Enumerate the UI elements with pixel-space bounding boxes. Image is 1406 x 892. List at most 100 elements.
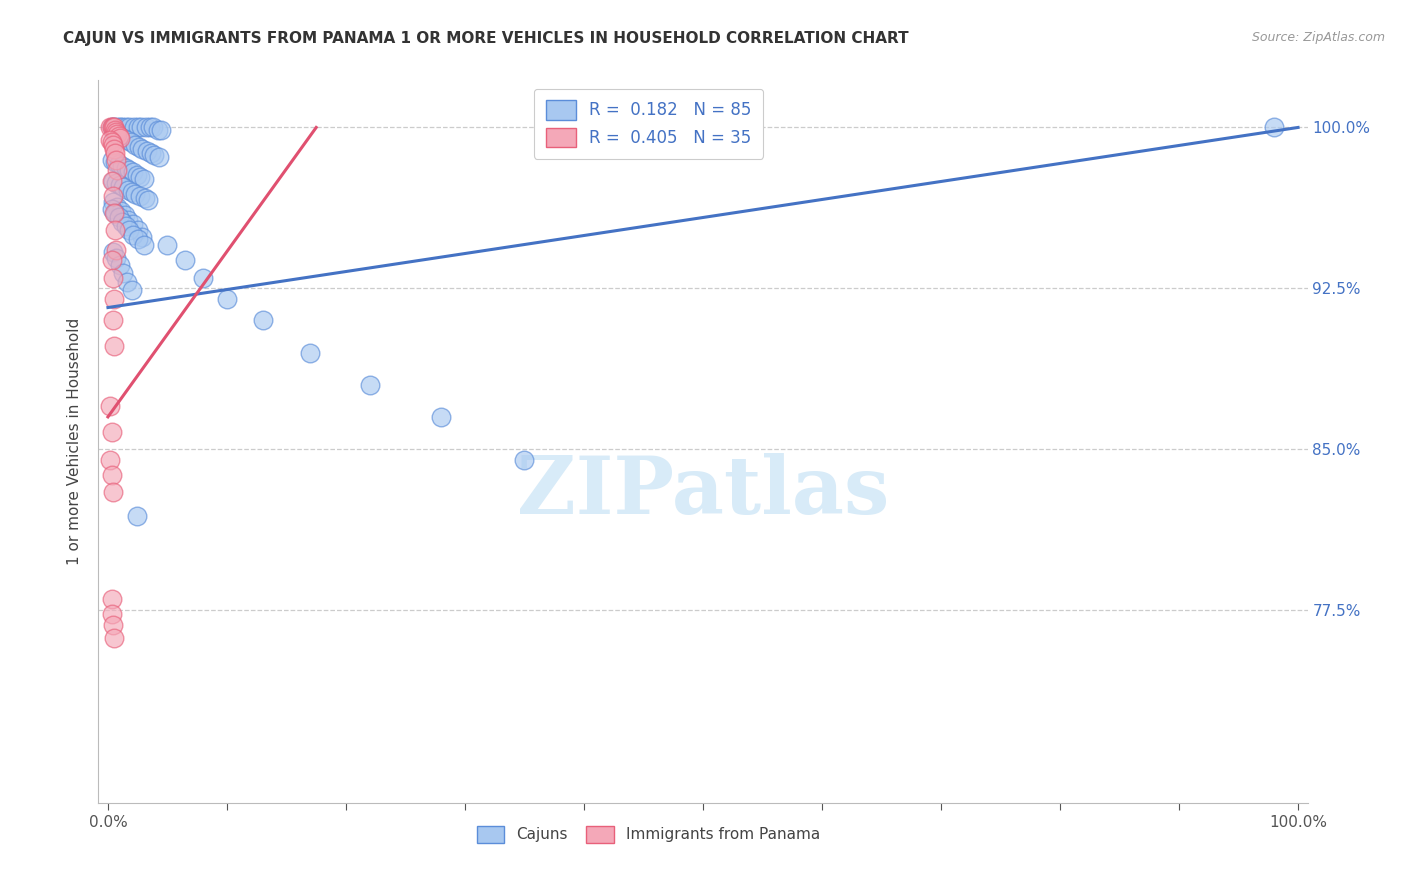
Text: ZIPatlas: ZIPatlas	[517, 453, 889, 531]
Point	[136, 144, 159, 158]
Point	[107, 120, 129, 135]
Point	[142, 120, 165, 135]
Point	[100, 153, 122, 167]
Point	[111, 159, 134, 173]
Point	[101, 313, 124, 327]
Point	[114, 120, 136, 135]
Point	[105, 176, 128, 190]
Point	[100, 592, 122, 607]
Point	[98, 133, 121, 147]
Point	[121, 284, 143, 298]
Point	[131, 142, 153, 156]
Point	[103, 292, 125, 306]
Point	[101, 244, 124, 259]
Point	[108, 120, 131, 135]
Point	[105, 125, 128, 139]
Point	[107, 163, 129, 178]
Point	[122, 165, 145, 179]
Point	[215, 292, 238, 306]
Point	[117, 212, 139, 227]
Point	[107, 128, 129, 143]
Point	[107, 128, 129, 143]
Point	[114, 208, 136, 222]
Point	[150, 122, 173, 136]
Point	[103, 120, 125, 135]
Point	[131, 229, 153, 244]
Point	[1263, 120, 1285, 135]
Point	[98, 120, 121, 135]
Point	[101, 270, 124, 285]
Point	[101, 195, 124, 210]
Point	[112, 180, 135, 194]
Point	[100, 425, 122, 439]
Text: Source: ZipAtlas.com: Source: ZipAtlas.com	[1251, 31, 1385, 45]
Point	[103, 142, 125, 156]
Point	[104, 146, 127, 161]
Point	[104, 206, 127, 220]
Point	[191, 270, 214, 285]
Point	[299, 345, 322, 359]
Point	[101, 189, 124, 203]
Point	[100, 120, 122, 135]
Point	[115, 133, 138, 147]
Point	[101, 174, 124, 188]
Point	[132, 172, 155, 186]
Point	[122, 217, 145, 231]
Point	[111, 120, 134, 135]
Point	[103, 631, 125, 645]
Point	[100, 174, 122, 188]
Point	[129, 189, 152, 203]
Point	[115, 275, 138, 289]
Point	[104, 223, 127, 237]
Point	[108, 178, 131, 193]
Point	[118, 163, 141, 178]
Point	[103, 120, 125, 135]
Point	[118, 223, 141, 237]
Point	[125, 508, 148, 523]
Point	[134, 191, 156, 205]
Point	[124, 186, 146, 201]
Y-axis label: 1 or more Vehicles in Household: 1 or more Vehicles in Household	[67, 318, 83, 566]
Point	[107, 200, 129, 214]
Point	[108, 131, 131, 145]
Point	[143, 148, 166, 162]
Point	[120, 136, 142, 150]
Point	[122, 227, 145, 242]
Point	[156, 238, 179, 252]
Point	[105, 127, 128, 141]
Point	[125, 168, 148, 182]
Point	[105, 251, 128, 265]
Point	[129, 169, 152, 184]
Point	[103, 206, 125, 220]
Point	[100, 120, 122, 135]
Point	[127, 120, 149, 135]
Point	[124, 137, 146, 152]
Point	[104, 154, 127, 169]
Point	[107, 211, 129, 225]
Point	[252, 313, 274, 327]
Point	[430, 409, 453, 424]
Point	[128, 140, 150, 154]
Point	[132, 238, 155, 252]
Point	[98, 452, 121, 467]
Point	[513, 452, 536, 467]
Point	[138, 120, 160, 135]
Text: CAJUN VS IMMIGRANTS FROM PANAMA 1 OR MORE VEHICLES IN HOUSEHOLD CORRELATION CHAR: CAJUN VS IMMIGRANTS FROM PANAMA 1 OR MOR…	[63, 31, 908, 46]
Point	[100, 136, 122, 150]
Point	[114, 161, 136, 176]
Point	[121, 185, 143, 199]
Point	[118, 120, 141, 135]
Point	[107, 127, 129, 141]
Point	[148, 151, 170, 165]
Point	[117, 183, 139, 197]
Point	[112, 131, 135, 145]
Point	[129, 120, 152, 135]
Point	[139, 146, 162, 161]
Point	[103, 125, 125, 139]
Point	[100, 253, 122, 268]
Point	[101, 120, 124, 135]
Point	[359, 377, 381, 392]
Point	[127, 223, 149, 237]
Point	[100, 607, 122, 621]
Point	[105, 243, 128, 257]
